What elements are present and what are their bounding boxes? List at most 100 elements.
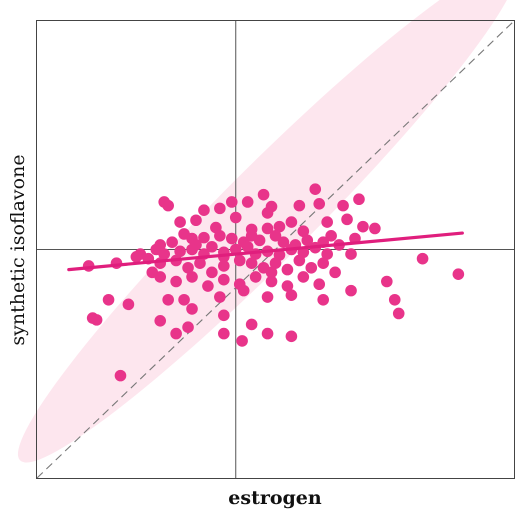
data-point (218, 327, 230, 340)
data-point (178, 293, 190, 306)
data-point (317, 257, 330, 270)
data-point (170, 327, 182, 340)
data-point (170, 275, 182, 288)
data-point (257, 188, 270, 201)
data-point (218, 273, 230, 286)
data-point (277, 236, 290, 248)
data-point (265, 275, 278, 288)
data-point (218, 260, 230, 272)
data-point (214, 291, 226, 303)
data-point (225, 232, 238, 245)
data-point (285, 330, 298, 343)
data-point (229, 211, 242, 224)
data-point (269, 257, 282, 270)
data-point (198, 231, 210, 244)
data-point (261, 207, 274, 219)
data-point (245, 229, 258, 242)
data-point (297, 271, 310, 283)
data-point (202, 280, 214, 292)
data-point (269, 229, 282, 242)
data-point (102, 293, 115, 306)
data-point (392, 307, 405, 320)
data-point (353, 193, 365, 206)
confidence-ellipse (17, 0, 518, 463)
data-point (162, 199, 174, 212)
data-point (341, 213, 353, 226)
data-point (273, 220, 286, 233)
data-point (214, 229, 226, 242)
data-point (416, 252, 429, 265)
data-point (237, 284, 250, 297)
data-point (225, 196, 238, 208)
data-point (309, 183, 322, 195)
data-point (245, 257, 258, 270)
data-point (321, 216, 333, 228)
data-point (281, 280, 294, 292)
data-point (186, 271, 198, 283)
data-point (297, 225, 310, 238)
regression-line (67, 231, 464, 272)
data-point (122, 298, 135, 311)
regression-layer (67, 231, 464, 272)
data-point (313, 198, 326, 210)
data-point (325, 229, 337, 242)
data-point (285, 289, 298, 302)
data-point (214, 202, 226, 215)
data-point (182, 261, 194, 274)
data-point (158, 248, 170, 260)
data-point (357, 220, 369, 233)
data-point (313, 278, 326, 291)
data-point (301, 234, 314, 247)
data-point (154, 239, 167, 251)
data-point (182, 321, 194, 333)
y-axis-label: synthetic isoflavone (7, 154, 29, 345)
data-point (329, 266, 341, 279)
data-point (162, 293, 174, 306)
data-point (337, 199, 349, 212)
data-point (261, 327, 274, 340)
data-point (154, 314, 167, 327)
data-point (114, 369, 127, 382)
data-point (321, 248, 333, 260)
data-point (206, 240, 218, 253)
x-axis-label: estrogen (228, 487, 322, 509)
data-point (305, 261, 318, 274)
data-point (174, 245, 186, 258)
data-point (317, 293, 330, 306)
data-point (130, 251, 143, 263)
data-point (241, 196, 254, 208)
data-point (190, 214, 202, 227)
data-point (281, 263, 294, 276)
data-point (194, 257, 206, 270)
data-point (236, 335, 248, 347)
data-point (233, 254, 246, 267)
data-point (186, 303, 198, 315)
data-point (369, 222, 381, 235)
data-point (261, 222, 274, 235)
data-point (285, 216, 298, 228)
data-point (166, 236, 178, 248)
data-point (206, 266, 218, 279)
plot-frame (36, 20, 515, 479)
data-point (345, 284, 357, 297)
data-point (452, 268, 465, 280)
data-point (293, 254, 306, 267)
data-point (245, 318, 258, 331)
data-point (249, 271, 262, 283)
data-point (146, 266, 159, 279)
confidence-ellipse-layer (17, 0, 518, 463)
data-point (388, 293, 401, 306)
data-point (174, 216, 186, 228)
data-point (186, 243, 198, 256)
data-point (198, 204, 210, 216)
data-point (261, 291, 274, 303)
data-point (241, 240, 254, 253)
points-layer (82, 183, 465, 382)
data-point (218, 309, 230, 322)
data-point (265, 266, 278, 279)
data-point (293, 199, 306, 212)
data-point (90, 314, 103, 326)
data-point (345, 248, 357, 260)
data-point (381, 275, 393, 288)
